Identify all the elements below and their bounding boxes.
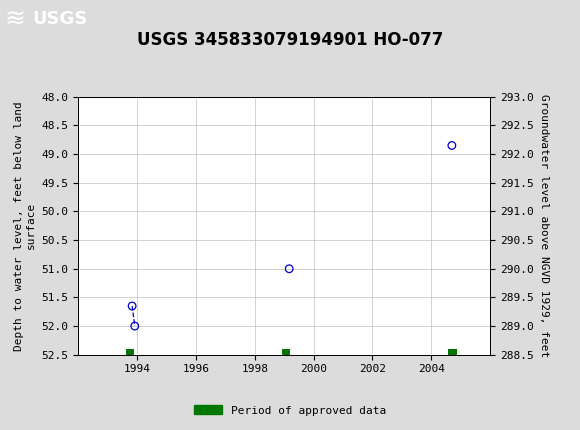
Point [130, 322, 139, 329]
Bar [448, 349, 456, 355]
Y-axis label: Depth to water level, feet below land
surface: Depth to water level, feet below land su… [14, 101, 36, 350]
Y-axis label: Groundwater level above NGVD 1929, feet: Groundwater level above NGVD 1929, feet [539, 94, 549, 357]
Text: USGS: USGS [32, 10, 87, 28]
Bar [126, 349, 134, 355]
Point [128, 303, 137, 310]
Point [285, 265, 294, 272]
Text: ≋: ≋ [5, 7, 26, 31]
Legend: Period of approved data: Period of approved data [190, 401, 390, 420]
Bar [281, 349, 290, 355]
Point [447, 142, 456, 149]
Text: USGS 345833079194901 HO-077: USGS 345833079194901 HO-077 [137, 31, 443, 49]
